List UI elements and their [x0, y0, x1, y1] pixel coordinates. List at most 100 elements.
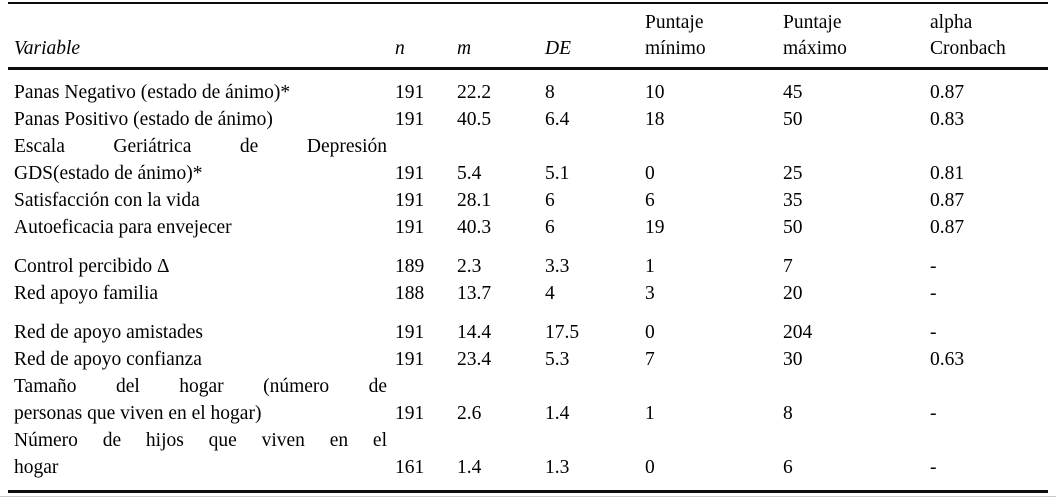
variable-label: Red de apoyo amistades [14, 322, 203, 343]
cell-alpha: - [930, 283, 937, 304]
variable-label: personas que viven en el hogar) [14, 403, 262, 424]
table-row: Red de apoyo confianza 191 23.4 5.3 7 30… [8, 346, 1048, 373]
cell-max: 30 [783, 349, 803, 370]
col-header-puntaje-maximo: Puntaje máximo [783, 3, 930, 69]
cell-min: 7 [645, 349, 655, 370]
cell-min: 18 [645, 109, 665, 130]
cell-n: 188 [395, 283, 425, 304]
variable-label: GDS(estado de ánimo)* [14, 163, 203, 184]
cell-min: 0 [645, 457, 655, 478]
cell-min: 0 [645, 163, 655, 184]
table-row: Red apoyo familia 188 13.7 4 3 20 - [8, 280, 1048, 307]
cell-alpha: - [930, 403, 937, 424]
cell-de: 1.3 [545, 457, 570, 478]
header-line: Puntaje [783, 12, 842, 33]
cell-max: 20 [783, 283, 803, 304]
cell-de: 6.4 [545, 109, 570, 130]
cell-n: 191 [395, 403, 425, 424]
cell-alpha: 0.87 [930, 82, 965, 103]
cell-de: 5.1 [545, 163, 570, 184]
cell-min: 19 [645, 217, 665, 238]
cell-de: 5.3 [545, 349, 570, 370]
cell-m: 40.5 [457, 109, 492, 130]
col-header-puntaje-minimo: Puntaje mínimo [645, 3, 783, 69]
cell-de: 6 [545, 190, 555, 211]
cell-n: 191 [395, 349, 425, 370]
variable-cell: Red apoyo familia [8, 280, 395, 307]
cell-n: 191 [395, 163, 425, 184]
variable-cell: Número de hijos que viven en el hogar [8, 427, 395, 492]
cell-max: 6 [783, 457, 793, 478]
variable-label: Autoeficacia para envejecer [14, 217, 232, 238]
variable-cell: Red de apoyo amistades [8, 307, 395, 346]
cell-m: 1.4 [457, 457, 482, 478]
variable-cell: Escala Geriátrica de Depresión GDS(estad… [8, 133, 395, 187]
col-header-variable: Variable [14, 38, 81, 59]
cell-n: 191 [395, 109, 425, 130]
header-line: Cronbach [930, 38, 1006, 59]
table-row: Panas Negativo (estado de ánimo)* 191 22… [8, 69, 1048, 107]
cell-max: 204 [783, 322, 813, 343]
cell-max: 7 [783, 256, 793, 277]
cell-m: 23.4 [457, 349, 492, 370]
cell-max: 50 [783, 217, 803, 238]
page-edge-line [0, 496, 1056, 497]
header-line: mínimo [645, 38, 706, 59]
variable-label: Panas Negativo (estado de ánimo)* [14, 82, 291, 103]
cell-max: 25 [783, 163, 803, 184]
cell-m: 40.3 [457, 217, 492, 238]
header-row: Variable n m DE Puntaje mínimo Puntaje m… [8, 3, 1048, 69]
cell-min: 0 [645, 322, 655, 343]
cell-alpha: 0.63 [930, 349, 965, 370]
col-header-n: n [395, 38, 405, 59]
table-row: Satisfacción con la vida 191 28.1 6 6 35… [8, 187, 1048, 214]
variable-cell: Tamaño del hogar (número de personas que… [8, 373, 395, 427]
cell-n: 189 [395, 256, 425, 277]
cell-de: 17.5 [545, 322, 580, 343]
cell-min: 3 [645, 283, 655, 304]
header-line: Puntaje [645, 12, 704, 33]
header-line: máximo [783, 38, 847, 59]
cell-de: 6 [545, 217, 555, 238]
table-row: Red de apoyo amistades 191 14.4 17.5 0 2… [8, 307, 1048, 346]
cell-alpha: 0.81 [930, 163, 965, 184]
variable-label: Satisfacción con la vida [14, 190, 200, 211]
col-header-m: m [457, 38, 472, 59]
cell-m: 22.2 [457, 82, 492, 103]
variable-cell: Panas Positivo (estado de ánimo) [8, 106, 395, 133]
cell-de: 4 [545, 283, 555, 304]
cell-min: 1 [645, 256, 655, 277]
cell-m: 2.3 [457, 256, 482, 277]
cell-min: 6 [645, 190, 655, 211]
variable-label: Número de hijos que viven en el [14, 430, 387, 451]
cell-m: 14.4 [457, 322, 492, 343]
cell-max: 8 [783, 403, 793, 424]
cell-n: 191 [395, 82, 425, 103]
cell-max: 35 [783, 190, 803, 211]
cell-n: 191 [395, 322, 425, 343]
variable-cell: Panas Negativo (estado de ánimo)* [8, 69, 395, 107]
variable-label: Escala Geriátrica de Depresión [14, 136, 387, 157]
table-row: Tamaño del hogar (número de personas que… [8, 373, 1048, 427]
cell-m: 13.7 [457, 283, 492, 304]
header-line: alpha [930, 12, 973, 33]
variable-label: Red apoyo familia [14, 283, 159, 304]
col-header-alpha-cronbach: alpha Cronbach [930, 3, 1048, 69]
variable-label: Red de apoyo confianza [14, 349, 202, 370]
table-row: Número de hijos que viven en el hogar 16… [8, 427, 1048, 492]
variable-cell: Control percibido Δ [8, 241, 395, 280]
table-row: Control percibido Δ 189 2.3 3.3 1 7 - [8, 241, 1048, 280]
cell-m: 28.1 [457, 190, 492, 211]
cell-de: 3.3 [545, 256, 570, 277]
cell-alpha: 0.87 [930, 217, 965, 238]
table-row: Panas Positivo (estado de ánimo) 191 40.… [8, 106, 1048, 133]
cell-n: 191 [395, 190, 425, 211]
cell-alpha: - [930, 322, 937, 343]
variable-label: Panas Positivo (estado de ánimo) [14, 109, 273, 130]
descriptive-statistics-table: Variable n m DE Puntaje mínimo Puntaje m… [8, 2, 1048, 493]
cell-n: 161 [395, 457, 425, 478]
cell-alpha: 0.83 [930, 109, 965, 130]
variable-label: hogar [14, 457, 59, 478]
cell-alpha: 0.87 [930, 190, 965, 211]
